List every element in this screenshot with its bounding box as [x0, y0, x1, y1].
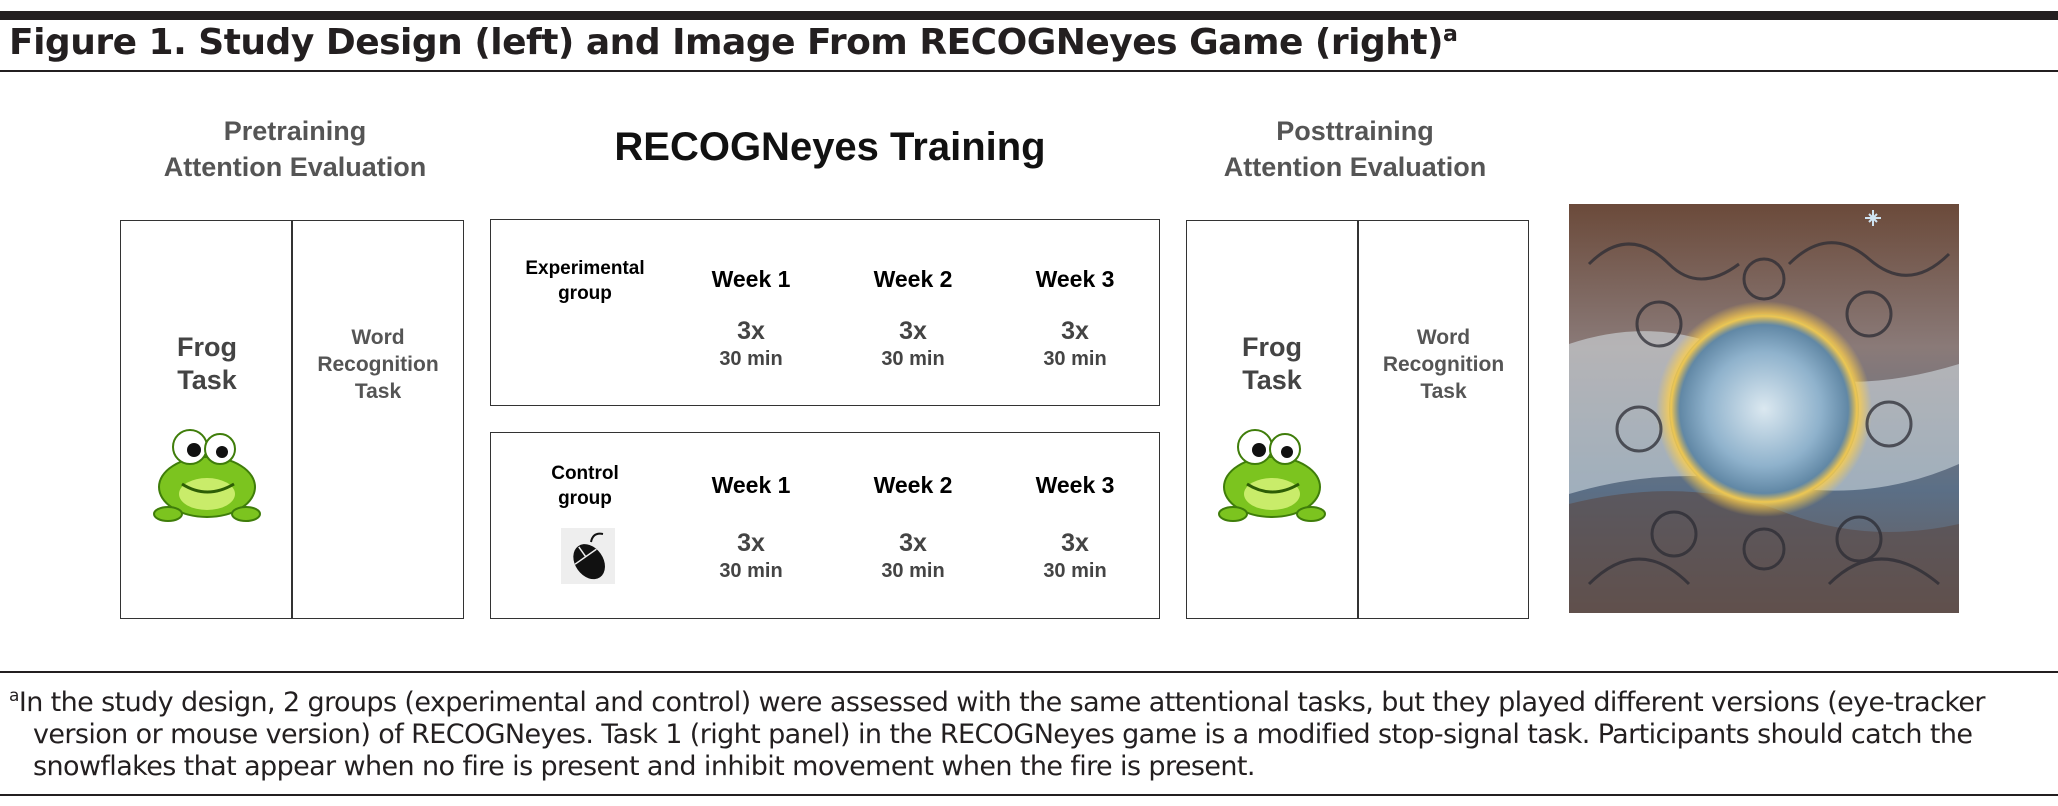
- pre-frog-line2: Task: [177, 365, 237, 395]
- post-word-line2: Recognition: [1382, 353, 1505, 376]
- pre-frog-icon: [153, 429, 261, 522]
- post-word-line1: Word: [1416, 326, 1471, 349]
- ctrl-week-3: Week 3: [1035, 472, 1115, 498]
- post-frog-line1: Frog: [1242, 332, 1302, 362]
- control-group-box: [490, 432, 1160, 619]
- post-frog-line2: Task: [1242, 365, 1302, 395]
- ctrl-week-3-times: 3x: [1061, 529, 1089, 557]
- post-word-recognition-label: Word Recognition Task: [1358, 324, 1529, 405]
- experimental-group-box: [490, 219, 1160, 406]
- title-rule: [0, 70, 2058, 72]
- ctrl-week-1: Week 1: [711, 472, 791, 498]
- mouse-icon: [561, 528, 615, 584]
- ctrl-week-1-times: 3x: [737, 529, 765, 557]
- footnote-line2: version or mouse version) of RECOGNeyes.…: [33, 719, 1973, 750]
- exp-week-1-duration: 30 min: [719, 348, 783, 370]
- post-frog-icon: [1218, 429, 1326, 522]
- pretraining-heading-line1: Pretraining: [223, 116, 367, 146]
- pre-frog-task-label: Frog Task: [122, 331, 292, 397]
- posttraining-divider: [1357, 220, 1359, 619]
- footnote-top-rule: [0, 671, 2058, 673]
- footnote-line1: aIn the study design, 2 groups (experime…: [9, 680, 2049, 719]
- pretraining-heading-line2: Attention Evaluation: [163, 152, 427, 182]
- exp-week-2: Week 2: [873, 266, 953, 292]
- exp-week-2-duration: 30 min: [881, 348, 945, 370]
- ctrl-week-1-duration: 30 min: [719, 560, 783, 582]
- post-word-line3: Task: [1420, 380, 1467, 403]
- ctrl-week-2-times: 3x: [899, 529, 927, 557]
- control-label-line2: group: [558, 488, 612, 509]
- pre-word-line2: Recognition: [317, 353, 439, 376]
- ctrl-week-2-duration: 30 min: [881, 560, 945, 582]
- footnote-line3: snowflakes that appear when no fire is p…: [33, 751, 1255, 782]
- posttraining-heading-line1: Posttraining: [1276, 116, 1434, 146]
- exp-week-3: Week 3: [1035, 266, 1115, 292]
- posttraining-heading: Posttraining Attention Evaluation: [1165, 113, 1545, 185]
- experimental-label-line2: group: [558, 283, 612, 304]
- pretraining-divider: [291, 220, 293, 619]
- pretraining-heading: Pretraining Attention Evaluation: [100, 113, 490, 185]
- control-group-label: Control group: [505, 461, 665, 511]
- ctrl-week-3-duration: 30 min: [1043, 560, 1107, 582]
- top-rule: [0, 11, 2058, 20]
- exp-week-3-times: 3x: [1061, 317, 1089, 345]
- experimental-group-label: Experimental group: [505, 256, 665, 306]
- post-frog-task-label: Frog Task: [1187, 331, 1357, 397]
- exp-week-1-times: 3x: [737, 317, 765, 345]
- pre-word-line3: Task: [354, 380, 402, 403]
- figure-title-text: Figure 1. Study Design (left) and Image …: [9, 22, 1444, 63]
- recogneyes-game-image: [1569, 204, 1959, 613]
- footnote: aIn the study design, 2 groups (experime…: [9, 680, 2049, 783]
- experimental-label-line1: Experimental: [525, 258, 645, 279]
- pre-word-line1: Word: [351, 326, 405, 349]
- figure-title-marker: a: [1443, 22, 1458, 47]
- pre-frog-line1: Frog: [177, 332, 237, 362]
- exp-week-3-duration: 30 min: [1043, 348, 1107, 370]
- exp-week-1: Week 1: [711, 266, 791, 292]
- ctrl-week-2: Week 2: [873, 472, 953, 498]
- footnote-marker: a: [9, 686, 19, 706]
- figure-title: Figure 1. Study Design (left) and Image …: [9, 22, 1458, 63]
- pre-word-recognition-label: Word Recognition Task: [292, 324, 464, 405]
- exp-week-2-times: 3x: [899, 317, 927, 345]
- footnote-line1-text: In the study design, 2 groups (experimen…: [18, 687, 1986, 718]
- control-label-line1: Control: [551, 463, 619, 484]
- posttraining-heading-line2: Attention Evaluation: [1223, 152, 1487, 182]
- footnote-bottom-rule: [0, 794, 2058, 796]
- training-heading: RECOGNeyes Training: [614, 125, 1046, 169]
